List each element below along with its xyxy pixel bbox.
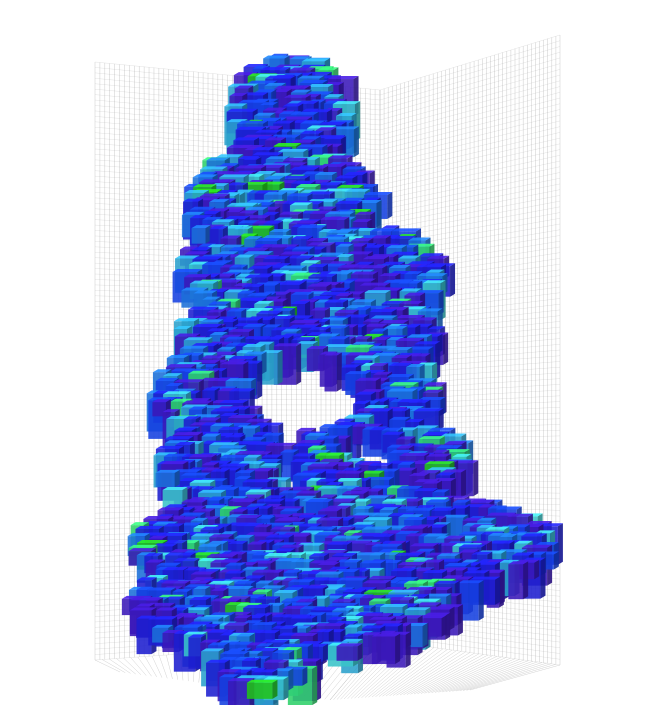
voxel [155,469,180,488]
voxel [152,399,171,417]
voxel [458,580,484,621]
voxel [371,633,401,665]
voxel [246,679,278,699]
voxel [336,643,363,661]
voxel [508,561,529,600]
voxel [191,225,211,244]
voxel-model [121,53,563,705]
voxel [324,352,342,392]
